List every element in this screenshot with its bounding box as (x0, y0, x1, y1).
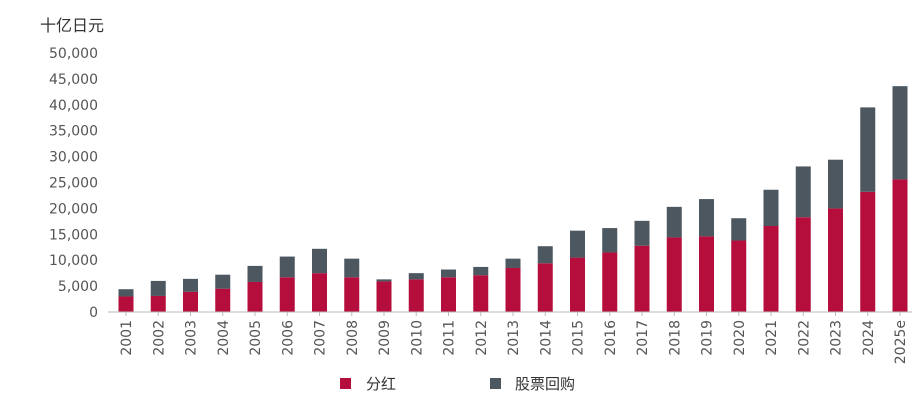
bar-dividends (699, 236, 714, 312)
y-tick-label: 45,000 (49, 72, 98, 88)
bar-dividends (505, 267, 521, 312)
x-tick-label: 2017 (635, 320, 651, 356)
bar-buybacks (183, 278, 198, 292)
y-tick-label: 15,000 (49, 227, 98, 243)
bar-buybacks (150, 280, 166, 296)
x-tick-label: 2016 (603, 320, 619, 356)
bar-dividends (441, 277, 456, 312)
y-tick-label: 20,000 (49, 201, 98, 217)
y-tick-label: 25,000 (49, 176, 98, 192)
bar-buybacks (860, 107, 876, 192)
bar-buybacks (699, 199, 714, 237)
bar-buybacks (376, 279, 392, 282)
x-tick-label: 2014 (538, 320, 554, 356)
x-tick-label: 2022 (796, 320, 812, 356)
bars-group (118, 86, 908, 312)
y-axis: 50,000 45,000 40,000 35,000 30,000 25,000 20,0… (49, 46, 98, 321)
x-axis: 2001 2002 2003 2004 2005 2006 2007 2008 2009 2010… (119, 312, 909, 364)
y-tick-label: 30,000 (49, 150, 98, 166)
bar-buybacks (408, 273, 424, 280)
x-tick-label: 2003 (184, 320, 200, 356)
bar-buybacks (118, 289, 134, 297)
bar-dividends (666, 237, 682, 312)
legend-label-dividends: 分红 (366, 375, 396, 393)
bar-dividends (570, 257, 585, 312)
unit-label: 十亿日元 (40, 16, 104, 35)
x-tick-label: 2004 (216, 320, 232, 356)
bar-dividends (312, 273, 327, 312)
bar-dividends (828, 208, 843, 312)
x-tick-label: 2006 (280, 320, 296, 356)
bar-buybacks (247, 265, 263, 282)
bar-dividends (795, 217, 811, 312)
x-tick-label: 2012 (474, 320, 490, 356)
x-tick-label: 2021 (764, 320, 780, 356)
bar-buybacks (215, 274, 231, 289)
bar-buybacks (602, 228, 618, 253)
bar-dividends (634, 245, 650, 312)
bar-dividends (731, 240, 747, 312)
x-tick-label: 2019 (700, 320, 716, 356)
bar-buybacks (666, 206, 682, 238)
legend: 分红 股票回购 (340, 375, 575, 393)
legend-label-buybacks: 股票回购 (515, 375, 575, 393)
bar-dividends (215, 288, 231, 312)
bar-dividends (473, 275, 489, 312)
x-tick-label: 2009 (377, 320, 393, 356)
y-tick-label: 40,000 (49, 98, 98, 114)
bar-dividends (150, 295, 166, 312)
x-tick-label: 2002 (151, 320, 167, 356)
bar-buybacks (570, 230, 585, 258)
bar-buybacks (795, 166, 811, 218)
x-tick-label: 2024 (861, 320, 877, 356)
bar-buybacks (505, 258, 521, 268)
bar-buybacks (892, 86, 908, 180)
bar-dividends (892, 179, 908, 312)
x-tick-label: 2023 (829, 320, 845, 356)
bar-buybacks (473, 266, 489, 276)
x-tick-label: 2015 (571, 320, 587, 356)
bar-dividends (344, 277, 360, 312)
x-tick-label: 2011 (442, 320, 458, 356)
bar-dividends (763, 226, 779, 312)
bar-buybacks (344, 258, 360, 278)
x-tick-label: 2001 (119, 320, 135, 356)
bar-dividends (279, 277, 295, 312)
x-tick-label: 2018 (667, 320, 683, 356)
bar-dividends (860, 191, 876, 312)
y-tick-label: 10,000 (49, 253, 98, 269)
x-tick-label: 2005 (248, 320, 264, 356)
bar-dividends (537, 263, 553, 312)
bar-buybacks (634, 220, 650, 246)
y-tick-label: 50,000 (49, 46, 98, 62)
legend-swatch-buybacks (490, 378, 501, 389)
bar-dividends (118, 296, 134, 312)
x-tick-label: 2007 (313, 320, 329, 356)
bar-dividends (376, 281, 392, 312)
y-tick-label: 35,000 (49, 124, 98, 140)
x-tick-label: 2010 (409, 320, 425, 356)
x-tick-label: 2008 (345, 320, 361, 356)
y-tick-label: 5,000 (58, 279, 98, 295)
bar-buybacks (279, 256, 295, 278)
bar-dividends (247, 281, 263, 312)
bar-buybacks (537, 246, 553, 264)
bar-buybacks (828, 159, 843, 209)
bar-buybacks (312, 248, 327, 274)
bar-buybacks (731, 218, 747, 241)
bar-buybacks (441, 269, 456, 278)
legend-swatch-dividends (340, 378, 351, 389)
bar-dividends (602, 252, 618, 312)
x-tick-label: 2013 (506, 320, 522, 356)
bar-dividends (408, 279, 424, 312)
bar-dividends (183, 291, 198, 312)
x-tick-label: 2020 (732, 320, 748, 356)
bar-buybacks (763, 189, 779, 227)
x-tick-label: 2025e (893, 320, 909, 364)
y-tick-label: 0 (89, 305, 98, 321)
